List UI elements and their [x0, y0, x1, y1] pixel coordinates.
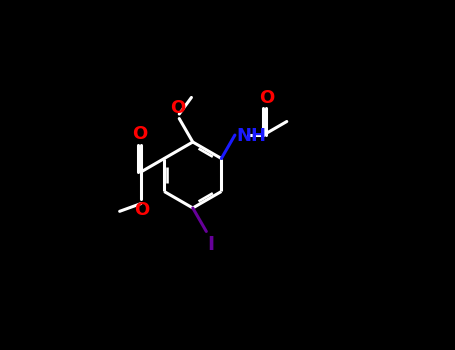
Text: O: O — [134, 201, 149, 219]
Text: NH: NH — [236, 127, 266, 145]
Text: O: O — [259, 89, 274, 107]
Text: O: O — [170, 99, 186, 117]
Text: I: I — [208, 235, 215, 254]
Text: O: O — [132, 125, 147, 143]
